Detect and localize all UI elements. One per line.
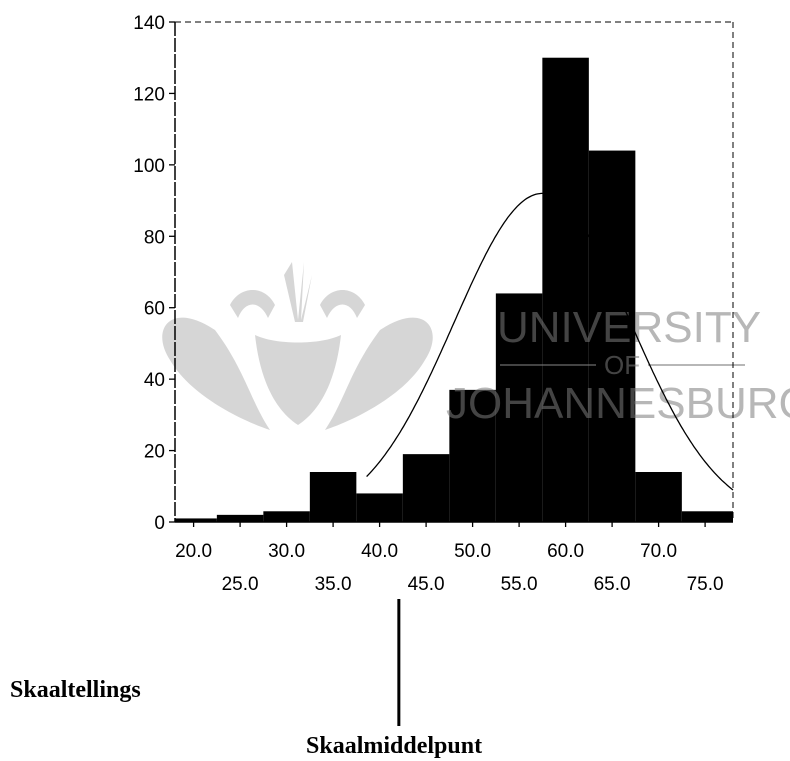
- watermark-text-line1: UNIVERSITY: [497, 303, 761, 352]
- y-tick-label: 20: [144, 442, 165, 463]
- x-axis: 20.0 30.0 40.0 50.0 60.0 70.0 25.0 35.0 45.0 55.0…: [175, 522, 724, 595]
- x-tick-label-upper: 40.0: [361, 541, 398, 562]
- bars-layer: [175, 57, 733, 523]
- histogram-bar: [309, 472, 357, 522]
- x-tick-label-upper: 20.0: [175, 541, 212, 562]
- histogram-bar: [402, 454, 450, 522]
- x-tick-label-lower: 25.0: [222, 574, 259, 595]
- y-tick-label: 0: [154, 513, 165, 534]
- histogram-bar: [495, 293, 543, 522]
- histogram-bar: [175, 518, 217, 522]
- y-tick-label: 100: [133, 156, 165, 177]
- x-tick-label-lower: 45.0: [408, 574, 445, 595]
- histogram-bar: [681, 511, 733, 522]
- histogram-bar: [635, 472, 682, 522]
- x-tick-label-upper: 60.0: [547, 541, 584, 562]
- histogram-bar: [263, 511, 310, 522]
- watermark-text-line3: JOHANNESBURG: [446, 379, 790, 428]
- histogram-bar: [216, 514, 264, 522]
- histogram-bar: [588, 150, 636, 523]
- histogram-bar: [542, 57, 589, 522]
- x-tick-label-upper: 50.0: [454, 541, 491, 562]
- watermark-text-line2: OF: [604, 350, 640, 380]
- y-tick-label: 40: [144, 370, 165, 391]
- x-tick-label-upper: 30.0: [268, 541, 305, 562]
- x-tick-label-upper: 70.0: [640, 541, 677, 562]
- y-tick-label: 80: [144, 227, 165, 248]
- plot-frame: [174, 21, 734, 523]
- histogram-bar: [356, 493, 403, 522]
- scale-midpoint-caption: Skaalmiddelpunt: [306, 733, 483, 759]
- scale-scores-caption: Skaaltellings: [10, 677, 141, 703]
- watermark-logo: UNIVERSITY OF JOHANNESBURG: [162, 262, 790, 430]
- x-tick-label-lower: 75.0: [687, 574, 724, 595]
- bird-emblem-icon: [162, 262, 433, 430]
- y-axis: 0 20 40 60 80 100 120 140: [133, 13, 175, 534]
- y-tick-label: 60: [144, 299, 165, 320]
- normal-curve-line: [366, 192, 734, 491]
- histogram-bar: [449, 389, 496, 522]
- y-tick-label: 120: [133, 84, 165, 105]
- x-tick-label-lower: 35.0: [315, 574, 352, 595]
- y-tick-label: 140: [133, 13, 165, 34]
- x-tick-label-lower: 55.0: [501, 574, 538, 595]
- x-tick-label-lower: 65.0: [594, 574, 631, 595]
